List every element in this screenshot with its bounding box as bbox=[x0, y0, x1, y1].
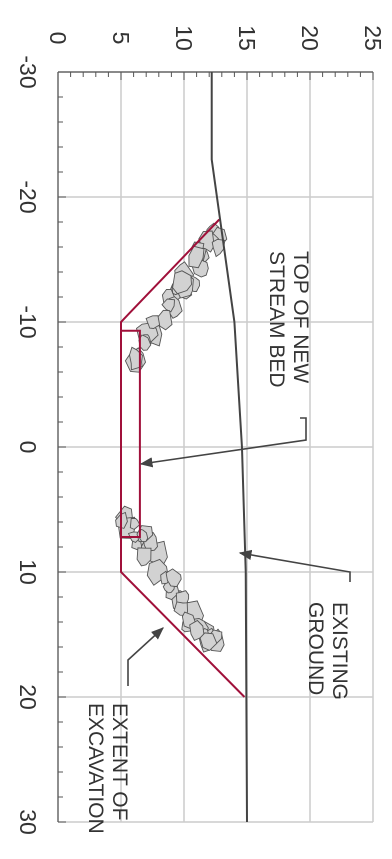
label-existing-ground: EXISTINGGROUND bbox=[304, 602, 351, 700]
label-existing-ground-line: EXISTING bbox=[328, 602, 351, 700]
y-tick-label: 15 bbox=[234, 25, 260, 51]
x-tick-label: -30 bbox=[15, 55, 41, 88]
y-tick-label: 10 bbox=[171, 25, 197, 51]
leader-extent-of-excavation bbox=[127, 627, 164, 686]
rock bbox=[157, 309, 173, 331]
riprap-rocks bbox=[115, 222, 228, 653]
rock bbox=[199, 632, 218, 651]
rock bbox=[145, 315, 162, 329]
x-tick-label: -10 bbox=[15, 305, 41, 338]
leader-top-of-new-stream-bed bbox=[139, 417, 307, 468]
x-tick-label: 0 bbox=[15, 441, 41, 454]
x-tick-label: -20 bbox=[15, 180, 41, 213]
x-tick-label: 10 bbox=[15, 559, 41, 585]
label-top-of-new-stream-bed-line: STREAM BED bbox=[265, 251, 288, 388]
rock bbox=[136, 547, 152, 567]
y-tick-label: 20 bbox=[297, 25, 323, 51]
rock bbox=[146, 558, 169, 586]
label-existing-ground-line: GROUND bbox=[304, 602, 327, 695]
excavation-line bbox=[120, 218, 246, 698]
existing-ground-line bbox=[210, 72, 248, 823]
stream-bed-line bbox=[121, 329, 141, 538]
label-extent-of-excavation: EXTENT OFEXCAVATION bbox=[84, 703, 131, 834]
x-tick-label: 20 bbox=[15, 684, 41, 710]
y-tick-label: 5 bbox=[108, 32, 134, 45]
rock bbox=[129, 517, 141, 530]
tick-labels: -30 -20 -10 0 10 20 30 0 5 10 15 20 25 bbox=[15, 25, 386, 835]
annotations: TOP OF NEWSTREAM BED EXISTINGGROUND EXTENT… bbox=[84, 251, 351, 834]
tick-marks bbox=[57, 71, 374, 823]
rock bbox=[175, 590, 190, 604]
leader-existing-ground bbox=[238, 549, 351, 582]
x-tick-label: 30 bbox=[15, 809, 41, 835]
label-top-of-new-stream-bed: TOP OF NEWSTREAM BED bbox=[265, 251, 312, 388]
label-extent-of-excavation-line: EXCAVATION bbox=[84, 703, 107, 834]
rock bbox=[161, 298, 175, 313]
rock bbox=[165, 568, 182, 588]
y-tick-label: 25 bbox=[360, 25, 386, 51]
label-top-of-new-stream-bed-line: TOP OF NEW bbox=[289, 251, 312, 383]
rock bbox=[188, 245, 205, 269]
rock bbox=[172, 270, 192, 295]
label-extent-of-excavation-line: EXTENT OF bbox=[108, 703, 131, 820]
y-tick-label: 0 bbox=[45, 32, 71, 45]
profile-lines bbox=[120, 72, 248, 823]
